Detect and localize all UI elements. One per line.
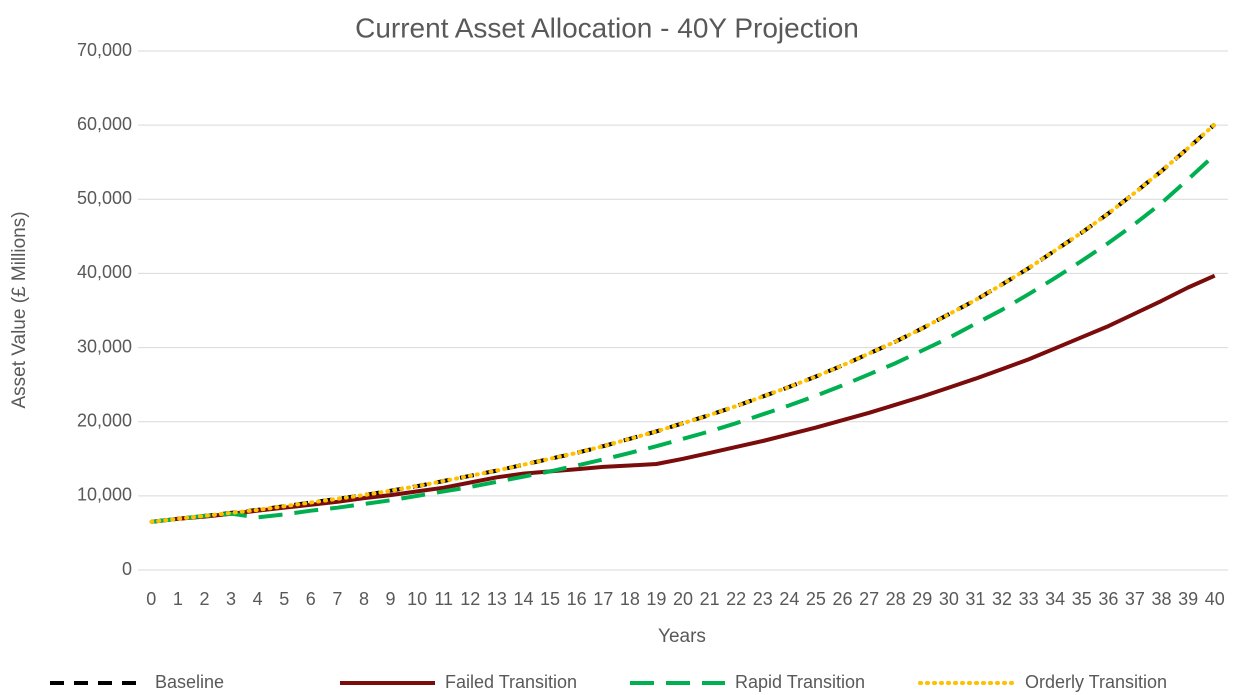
x-tick-label: 12 xyxy=(460,589,480,609)
y-tick-label: 70,000 xyxy=(77,40,132,60)
legend-label: Baseline xyxy=(155,672,224,692)
x-tick-label: 37 xyxy=(1125,589,1145,609)
y-tick-label: 10,000 xyxy=(77,485,132,505)
x-tick-label: 17 xyxy=(593,589,613,609)
legend-label: Failed Transition xyxy=(445,672,577,692)
x-tick-label: 32 xyxy=(992,589,1012,609)
y-axis-title: Asset Value (£ Millions) xyxy=(9,211,30,408)
series-line xyxy=(151,122,1217,524)
x-tick-label: 10 xyxy=(407,589,427,609)
x-tick-label: 22 xyxy=(726,589,746,609)
y-tick-label: 50,000 xyxy=(77,188,132,208)
legend-label: Rapid Transition xyxy=(735,672,865,692)
x-tick-label: 3 xyxy=(226,589,236,609)
x-tick-label: 30 xyxy=(939,589,959,609)
legend-label: Orderly Transition xyxy=(1025,672,1167,692)
x-tick-label: 28 xyxy=(886,589,906,609)
series-line xyxy=(151,153,1217,524)
x-tick-label: 7 xyxy=(332,589,342,609)
x-tick-label: 15 xyxy=(540,589,560,609)
x-tick-label: 5 xyxy=(279,589,289,609)
y-tick-label: 20,000 xyxy=(77,410,132,430)
x-tick-label: 21 xyxy=(700,589,720,609)
x-tick-label: 25 xyxy=(806,589,826,609)
x-tick-label: 20 xyxy=(673,589,693,609)
x-tick-label: 35 xyxy=(1072,589,1092,609)
x-tick-label: 19 xyxy=(646,589,666,609)
y-tick-label: 30,000 xyxy=(77,336,132,356)
x-tick-label: 18 xyxy=(620,589,640,609)
x-tick-label: 39 xyxy=(1178,589,1198,609)
x-tick-label: 4 xyxy=(253,589,263,609)
series-line xyxy=(149,122,1217,524)
x-tick-label: 27 xyxy=(859,589,879,609)
x-tick-label: 16 xyxy=(567,589,587,609)
x-tick-label: 13 xyxy=(487,589,507,609)
x-tick-label: 24 xyxy=(779,589,799,609)
series-line xyxy=(151,273,1216,524)
chart-title: Current Asset Allocation - 40Y Projectio… xyxy=(355,12,859,43)
x-axis-title: Years xyxy=(658,626,706,647)
x-tick-label: 26 xyxy=(832,589,852,609)
y-tick-label: 0 xyxy=(122,559,132,579)
x-tick-label: 40 xyxy=(1205,589,1225,609)
y-tick-label: 60,000 xyxy=(77,114,132,134)
x-tick-label: 14 xyxy=(513,589,533,609)
x-tick-label: 0 xyxy=(146,589,156,609)
x-tick-label: 29 xyxy=(912,589,932,609)
x-tick-label: 36 xyxy=(1098,589,1118,609)
x-tick-label: 11 xyxy=(434,589,453,609)
x-tick-label: 23 xyxy=(753,589,773,609)
x-tick-label: 38 xyxy=(1152,589,1172,609)
x-tick-label: 6 xyxy=(306,589,316,609)
x-tick-label: 8 xyxy=(359,589,369,609)
y-tick-label: 40,000 xyxy=(77,262,132,282)
x-tick-label: 33 xyxy=(1019,589,1039,609)
x-tick-label: 1 xyxy=(173,589,183,609)
x-tick-label: 2 xyxy=(199,589,209,609)
x-tick-label: 31 xyxy=(965,589,985,609)
x-tick-label: 34 xyxy=(1045,589,1065,609)
x-tick-label: 9 xyxy=(386,589,396,609)
